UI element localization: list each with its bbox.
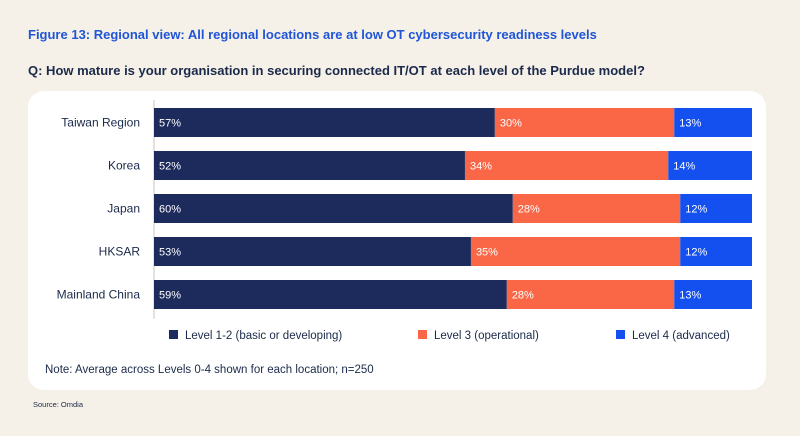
chart-note: Note: Average across Levels 0-4 shown fo… <box>45 364 374 376</box>
bar-segment <box>154 280 507 309</box>
category-label: Korea <box>108 159 140 173</box>
data-label: 60% <box>159 204 181 216</box>
bar-segment <box>464 151 669 180</box>
category-label: HKSAR <box>99 245 141 259</box>
data-label: 52% <box>159 161 181 173</box>
chart-card: Taiwan Region 57% 30% 13% Korea 52% 34% 14% Japa… <box>28 91 766 390</box>
question-text: Q: How mature is your organisation in se… <box>28 63 645 78</box>
legend-label: Level 3 (operational) <box>434 330 539 342</box>
bar-segment <box>154 237 471 266</box>
figure-title: Figure 13: Regional view: All regional l… <box>28 27 597 42</box>
data-label: 30% <box>500 118 522 130</box>
category-label: Taiwan Region <box>61 116 140 130</box>
category-label: Mainland China <box>57 288 141 302</box>
legend-label: Level 1-2 (basic or developing) <box>185 330 342 342</box>
data-label: 14% <box>673 161 695 173</box>
data-label: 53% <box>159 247 181 259</box>
legend-label: Level 4 (advanced) <box>632 330 730 342</box>
legend-swatch <box>418 330 427 339</box>
bar-segment <box>494 108 675 137</box>
bar-segment <box>680 194 752 223</box>
bar-segment <box>470 237 681 266</box>
legend-swatch <box>169 330 178 339</box>
data-label: 35% <box>476 247 498 259</box>
data-label: 28% <box>512 290 534 302</box>
bar-segment <box>674 108 752 137</box>
data-label: 13% <box>679 290 701 302</box>
bar-segment <box>154 194 513 223</box>
bar-segment <box>154 108 495 137</box>
data-label: 28% <box>518 204 540 216</box>
stacked-bar-chart: Taiwan Region 57% 30% 13% Korea 52% 34% 14% Japa… <box>57 100 752 342</box>
bar-segment <box>154 151 465 180</box>
data-label: 59% <box>159 290 181 302</box>
bar-segment <box>506 280 675 309</box>
bar-segment <box>668 151 752 180</box>
data-label: 12% <box>685 204 707 216</box>
source-text: Source: Omdia <box>33 400 84 409</box>
category-label: Japan <box>107 202 140 216</box>
data-label: 12% <box>685 247 707 259</box>
data-label: 34% <box>470 161 492 173</box>
data-label: 13% <box>679 118 701 130</box>
bar-segment <box>512 194 681 223</box>
bar-segment <box>674 280 752 309</box>
legend-swatch <box>616 330 625 339</box>
bar-segment <box>680 237 752 266</box>
data-label: 57% <box>159 118 181 130</box>
